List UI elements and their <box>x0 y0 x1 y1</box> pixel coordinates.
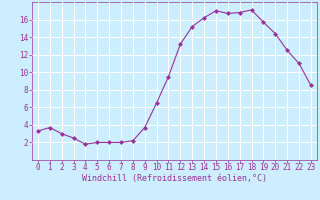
X-axis label: Windchill (Refroidissement éolien,°C): Windchill (Refroidissement éolien,°C) <box>82 174 267 183</box>
